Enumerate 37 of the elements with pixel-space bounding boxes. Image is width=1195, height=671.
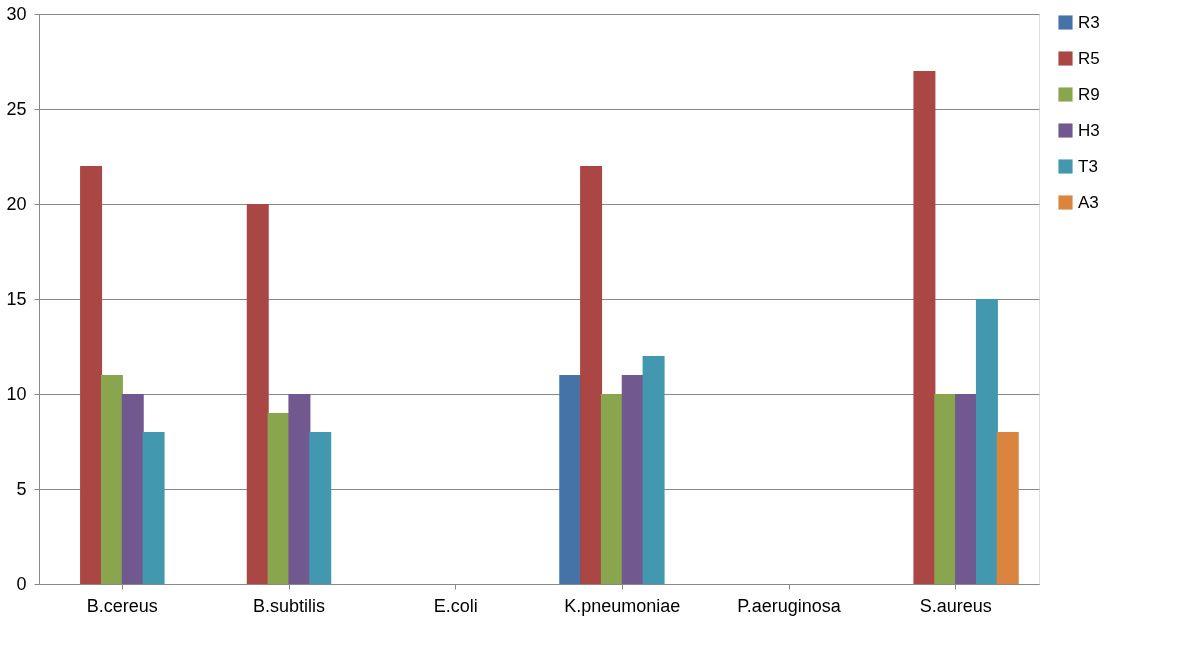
legend-label: T3 [1078,156,1098,176]
bar [80,166,103,584]
bar [955,394,978,584]
bar [996,432,1019,584]
bar [246,204,269,584]
bar [267,413,290,584]
y-tick-label: 30 [6,3,27,24]
bar [975,299,998,584]
legend-label: R3 [1078,12,1100,32]
y-tick-label: 10 [6,383,27,404]
y-tick-label: 0 [16,573,27,594]
x-tick-label: K.pneumoniae [564,595,681,616]
bar [642,356,665,584]
bar [580,166,603,584]
bar [121,394,144,584]
bar [934,394,957,584]
y-tick-label: 15 [6,288,27,309]
x-tick-label: B.cereus [86,595,158,616]
bar [142,432,165,584]
x-tick-label: E.coli [433,595,478,616]
y-tick-label: 5 [16,478,27,499]
x-tick-label: S.aureus [919,595,992,616]
bar [600,394,623,584]
bar [309,432,332,584]
bar [913,71,936,584]
bar [621,375,644,584]
bar [288,394,311,584]
legend-label: A3 [1078,192,1099,212]
legend-label: R5 [1078,48,1100,68]
y-tick-label: 25 [6,98,27,119]
x-tick-label: P.aeruginosa [737,595,842,616]
x-tick-label: B.subtilis [252,595,326,616]
legend-label: R9 [1078,84,1100,104]
bar [559,375,582,584]
y-tick-label: 20 [6,193,27,214]
bar [100,375,123,584]
legend-label: H3 [1078,120,1100,140]
